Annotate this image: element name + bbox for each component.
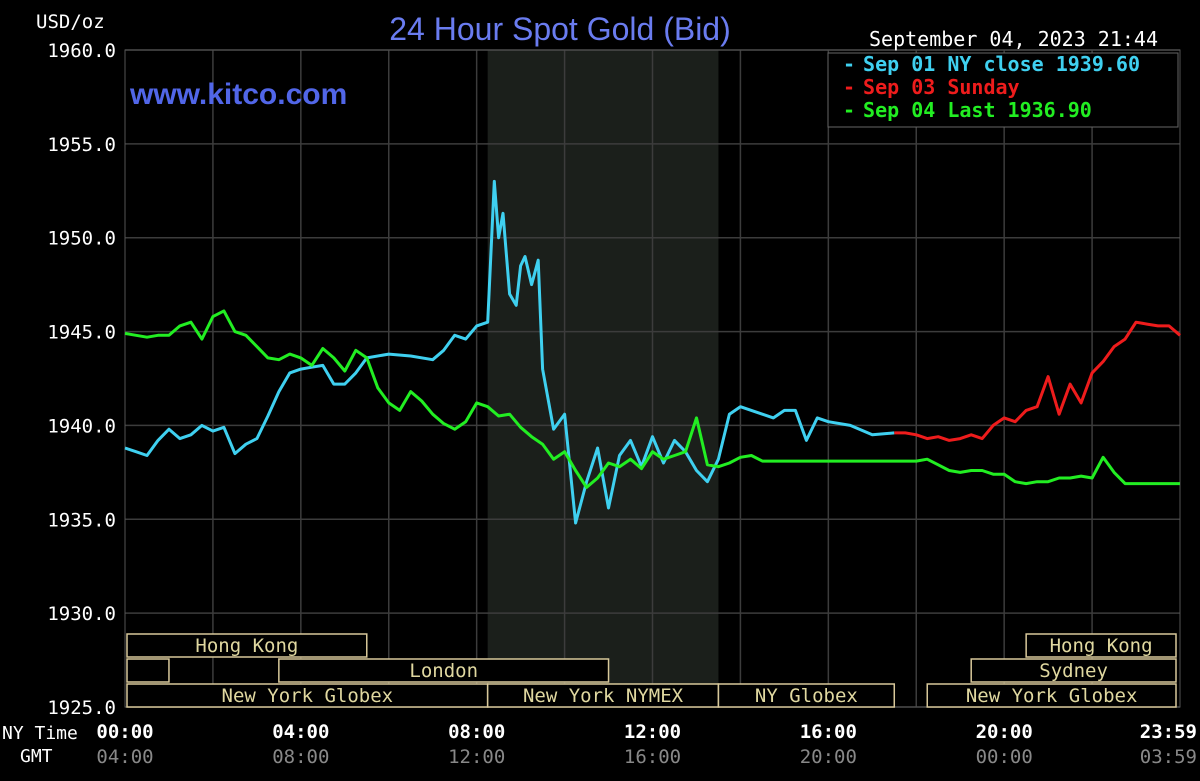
timestamp: September 04, 2023 21:44: [869, 27, 1158, 51]
session-bar: NY Globex: [717, 683, 896, 708]
session-bar-label: New York NYMEX: [523, 685, 684, 707]
x-tick-label-ny: 12:00: [624, 721, 681, 743]
x-tick-label-gmt: 00:00: [976, 746, 1033, 768]
y-tick-label: 1960.0: [47, 40, 116, 62]
session-bar: London: [278, 658, 610, 683]
session-bar: New York Globex: [926, 683, 1177, 708]
legend-entry-sep01: - Sep 01 NY close 1939.60: [843, 52, 1140, 76]
session-bar-label: Sydney: [1039, 660, 1108, 682]
x-tick-label-gmt: 12:00: [448, 746, 505, 768]
y-tick-label: 1925.0: [47, 697, 116, 719]
session-bar-box: [278, 658, 610, 683]
session-bar: Hong Kong: [1025, 633, 1177, 658]
kitco-watermark[interactable]: www.kitco.com: [129, 78, 347, 111]
y-axis: 1960.0 1955.0 1950.0 1945.0 1940.0 1935.0 1930…: [47, 40, 116, 719]
session-bar-box: [126, 633, 368, 658]
x-tick-label-ny: 08:00: [448, 721, 505, 743]
x-tick-label-gmt: 16:00: [624, 746, 681, 768]
legend-box: [827, 52, 1179, 128]
sep04-last-line: [124, 309, 1180, 489]
session-bar-label: London: [409, 660, 478, 682]
session-bar-box: [970, 658, 1177, 683]
x-tick-label-ny: 00:00: [96, 721, 153, 743]
session-bar-label: NY Globex: [755, 685, 858, 707]
sep01-ny-close-line: [124, 179, 895, 525]
session-bar: Sydney: [970, 658, 1177, 683]
session-bar-label: New York Globex: [966, 685, 1138, 707]
x-row-label-ny: NY Time: [2, 723, 78, 744]
session-bar-box: [126, 658, 170, 683]
session-bar-label: Hong Kong: [195, 635, 298, 657]
x-tick-label-gmt: 04:00: [96, 746, 153, 768]
session-bar: New York Globex: [126, 683, 489, 708]
session-bar-label: New York Globex: [222, 685, 394, 707]
nymex-session-shading: [487, 50, 719, 707]
x-tick-label-ny: 23:59: [1140, 721, 1197, 743]
session-bar-box: [926, 683, 1177, 708]
legend-entry-sep03: - Sep 03 Sunday: [843, 75, 1020, 99]
x-tick-label-ny: 04:00: [272, 721, 329, 743]
y-axis-unit-label: USD/oz: [36, 11, 105, 33]
y-tick-label: 1940.0: [47, 415, 116, 437]
y-tick-label: 1935.0: [47, 509, 116, 531]
market-sessions: Hong Kong London New York Globex New York N…: [126, 633, 1177, 708]
chart-title: 24 Hour Spot Gold (Bid): [389, 11, 731, 47]
x-row-label-gmt: GMT: [20, 746, 53, 767]
x-tick-label-gmt: 20:00: [800, 746, 857, 768]
legend-entry-sep04: - Sep 04 Last 1936.90: [843, 98, 1092, 122]
session-bar-box: [717, 683, 896, 708]
x-tick-label-gmt: 08:00: [272, 746, 329, 768]
y-tick-label: 1950.0: [47, 228, 116, 250]
session-bar-label: Hong Kong: [1050, 635, 1153, 657]
x-tick-label-ny: 16:00: [800, 721, 857, 743]
legend: - Sep 01 NY close 1939.60 - Sep 03 Sunday …: [827, 52, 1179, 128]
price-lines: [124, 179, 1181, 525]
x-tick-label-ny: 20:00: [976, 721, 1033, 743]
x-tick-label-gmt: 03:59: [1140, 746, 1197, 768]
y-tick-label: 1955.0: [47, 134, 116, 156]
y-tick-label: 1945.0: [47, 322, 116, 344]
y-tick-label: 1930.0: [47, 603, 116, 625]
sep03-sunday-line: [894, 320, 1181, 442]
session-bar: Hong Kong: [126, 633, 368, 658]
session-bar: [126, 658, 170, 683]
session-bar-box: [1025, 633, 1177, 658]
session-bar: New York NYMEX: [486, 683, 720, 708]
